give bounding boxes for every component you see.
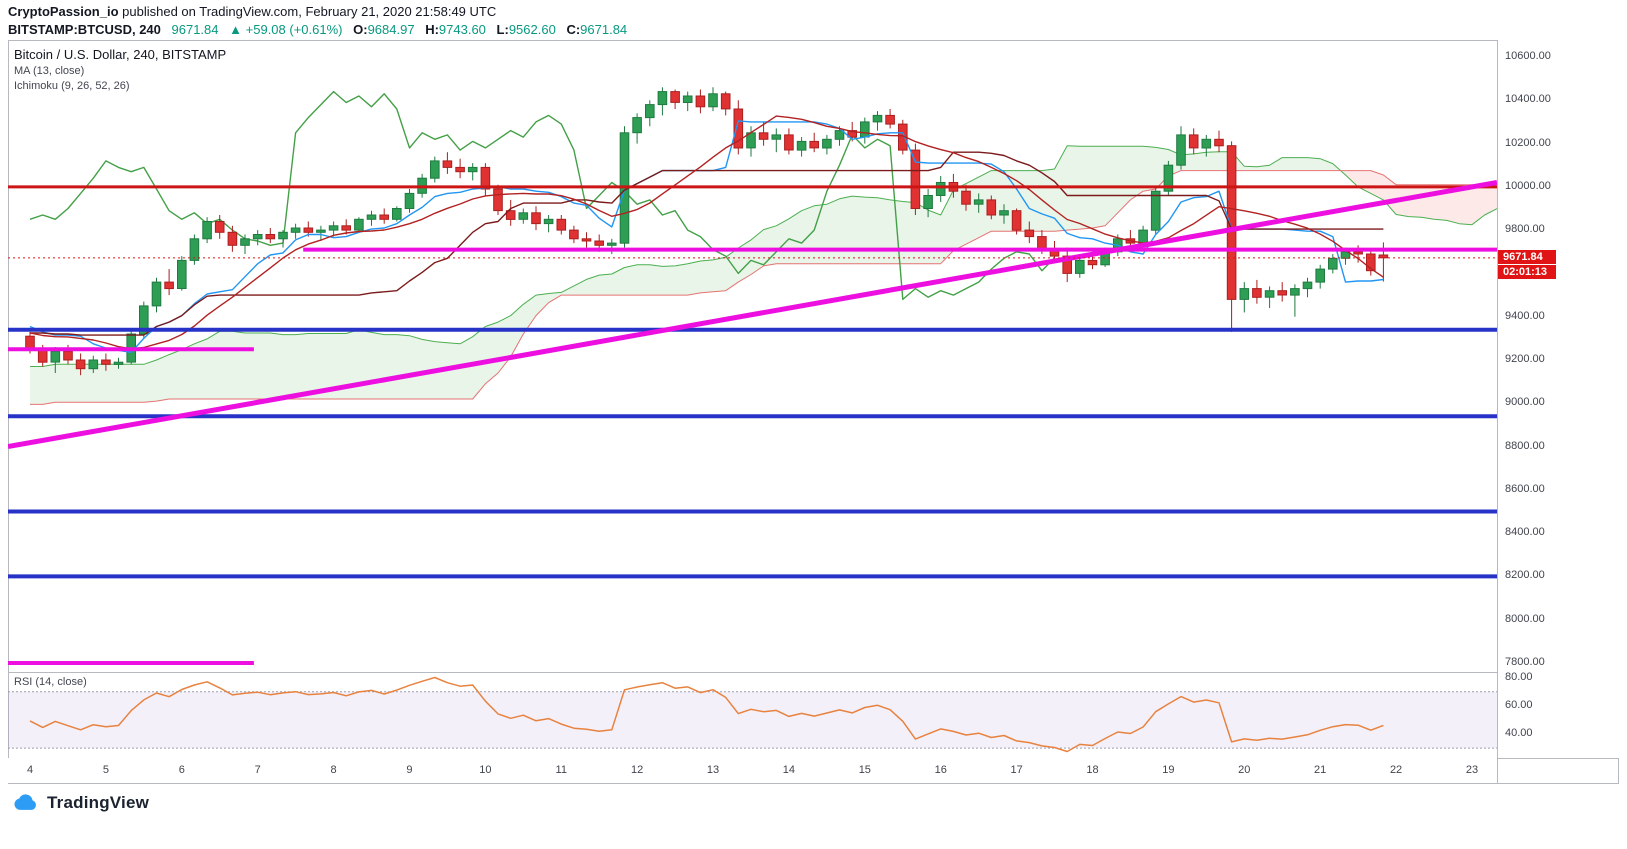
close-label: C: [566, 22, 581, 37]
ohlc-close: C:9671.84 [566, 22, 627, 37]
time-tick-label: 13 [706, 764, 720, 776]
time-tick-label: 21 [1314, 764, 1327, 776]
publisher-name[interactable]: CryptoPassion_io [8, 4, 119, 19]
rsi-pane[interactable] [8, 672, 1497, 758]
chart-title-legend[interactable]: Bitcoin / U.S. Dollar, 240, BITSTAMP [14, 47, 227, 62]
high-value: 9743.60 [438, 22, 486, 37]
price-tick-label: 9400.00 [1505, 309, 1545, 322]
time-tick-label: 20 [1238, 764, 1251, 776]
chart-left-border [8, 40, 9, 784]
ohlc-low: L:9562.60 [497, 22, 556, 37]
price-scale[interactable]: 10600.00 10400.00 10200.00 10000.00 9800.00 9… [1498, 40, 1619, 672]
symbol-header: BITSTAMP:BTCUSD, 240 9671.84 ▲ +59.08 (+… [8, 22, 634, 37]
open-label: O: [353, 22, 368, 37]
chart-bottom-border [8, 783, 1619, 784]
chart-top-border [8, 40, 1619, 41]
rsi-chart-svg [8, 676, 1497, 753]
time-tick-label: 7 [254, 764, 261, 776]
price-tick-label: 9800.00 [1505, 223, 1545, 236]
high-label: H: [425, 22, 439, 37]
time-tick-label: 17 [1010, 764, 1023, 776]
open-value: 9684.97 [367, 22, 415, 37]
rsi-tick-label: 60.00 [1505, 698, 1533, 711]
rsi-tick-label: 80.00 [1505, 670, 1533, 683]
time-tick-label: 10 [479, 764, 492, 776]
price-tick-label: 8200.00 [1505, 569, 1545, 582]
price-tick-label: 8000.00 [1505, 612, 1545, 625]
price-tick-label: 7800.00 [1505, 655, 1545, 668]
time-tick-label: 5 [102, 764, 109, 776]
time-scale[interactable]: 4 5 6 7 8 9 10 11 12 13 14 15 16 17 18 19 20 21 22 23 [8, 758, 1497, 783]
time-tick-label: 14 [782, 764, 796, 776]
time-tick-label: 15 [858, 764, 871, 776]
main-price-pane[interactable] [8, 40, 1497, 672]
tradingview-cloud-icon [14, 794, 36, 810]
price-tick-label: 10600.00 [1505, 50, 1551, 62]
publish-header: CryptoPassion_io published on TradingVie… [8, 4, 496, 19]
price-change: +59.08 (+0.61%) [245, 22, 343, 37]
low-value: 9562.60 [508, 22, 556, 37]
price-tick-label: 10200.00 [1505, 136, 1551, 149]
time-tick-label: 8 [330, 764, 337, 776]
price-tick-label: 10000.00 [1505, 179, 1551, 192]
price-tick-label: 8400.00 [1505, 526, 1545, 539]
time-tick-label: 12 [631, 764, 644, 776]
price-tick-label: 10400.00 [1505, 93, 1551, 106]
ma-legend[interactable]: MA (13, close) [14, 65, 85, 77]
time-tick-label: 18 [1086, 764, 1099, 776]
time-tick-label: 22 [1389, 764, 1403, 776]
rsi-legend[interactable]: RSI (14, close) [14, 676, 87, 688]
time-tick-label: 23 [1465, 764, 1479, 776]
time-tick-label: 11 [555, 764, 567, 776]
up-arrow-icon: ▲ [229, 22, 243, 37]
bar-countdown-badge: 02:01:13 [1498, 265, 1556, 280]
rsi-tick-label: 40.00 [1505, 727, 1533, 740]
main-chart-svg [8, 87, 1497, 665]
tradingview-brand[interactable]: TradingView [10, 788, 149, 818]
low-label: L: [496, 22, 509, 37]
time-tick-label: 6 [178, 764, 185, 776]
time-tick-label: 16 [934, 764, 947, 776]
price-tick-label: 8600.00 [1505, 482, 1545, 495]
ohlc-open: O:9684.97 [353, 22, 414, 37]
price-tick-label: 9000.00 [1505, 396, 1545, 409]
header-last-price: 9671.84 [171, 22, 219, 37]
close-value: 9671.84 [580, 22, 628, 37]
time-tick-label: 4 [26, 764, 34, 776]
ohlc-high: H:9743.60 [425, 22, 486, 37]
symbol-interval[interactable]: BITSTAMP:BTCUSD, 240 [8, 22, 161, 37]
time-tick-label: 9 [406, 764, 413, 776]
time-tick-label: 19 [1162, 764, 1175, 776]
price-tick-label: 8800.00 [1505, 439, 1545, 452]
brand-text: TradingView [47, 793, 150, 812]
price-tick-label: 9200.00 [1505, 353, 1545, 365]
pane-separator[interactable] [8, 672, 1619, 673]
last-price-badge: 9671.84 [1498, 249, 1556, 264]
price-scale-border [1497, 40, 1498, 784]
rsi-scale[interactable]: 80.00 60.00 40.00 [1498, 670, 1619, 758]
publish-meta: published on TradingView.com, February 2… [118, 4, 497, 19]
ichimoku-legend[interactable]: Ichimoku (9, 26, 52, 26) [14, 80, 130, 92]
